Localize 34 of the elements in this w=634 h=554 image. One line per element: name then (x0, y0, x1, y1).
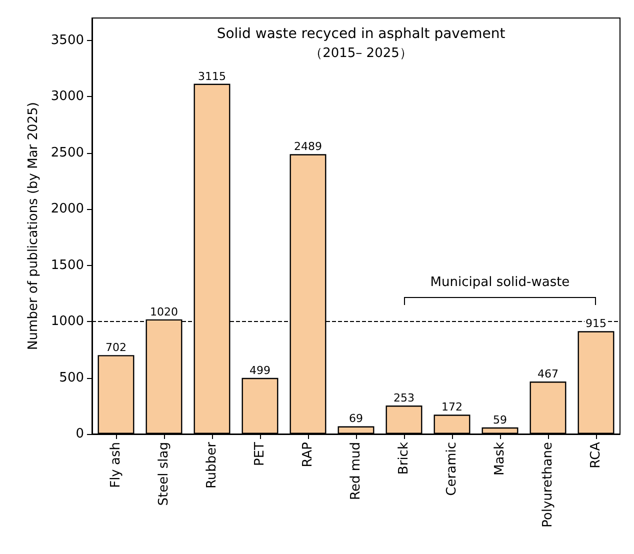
x-tick-label: Steel slag (156, 442, 172, 506)
data-label: 253 (394, 392, 414, 405)
data-label: 1020 (150, 305, 178, 318)
data-label: 499 (250, 364, 270, 377)
data-label: 2489 (294, 140, 322, 154)
x-tick-label: Brick (396, 442, 412, 475)
data-label: 172 (442, 400, 462, 414)
x-tick-label: RCA (588, 442, 604, 468)
data-label: 915 (586, 317, 606, 330)
data-label: 702 (106, 341, 126, 354)
y-tick-label: 3000 (50, 89, 84, 104)
text: （2015– 2025） (310, 46, 412, 61)
x-tick-label: Polyurethane (540, 442, 556, 528)
y-tick-label: 0 (76, 426, 84, 442)
data-label: 69 (349, 412, 363, 426)
data-label: 467 (538, 367, 558, 380)
x-tick-label: Red mud (348, 442, 364, 500)
annotation: Municipal solid-waste (429, 274, 571, 290)
y-tick-label: 2000 (50, 202, 84, 217)
y-axis-title: Number of publications (by Mar 2025) (26, 102, 41, 350)
x-tick-label: Rubber (204, 441, 220, 489)
data-label: 3115 (198, 70, 226, 83)
y-tick-label: 500 (59, 370, 84, 386)
x-tick-label: Fly ash (108, 442, 124, 488)
y-tick-label: 2500 (50, 145, 84, 160)
x-tick-label: RAP (300, 442, 316, 468)
x-tick-label: PET (252, 442, 268, 466)
y-tick-label: 1500 (50, 258, 84, 273)
y-tick-label: 3500 (50, 32, 84, 48)
y-tick-label: 1000 (50, 314, 84, 330)
x-tick-label: Mask (492, 442, 508, 476)
x-tick-label: Ceramic (444, 442, 460, 496)
text: Solid waste recyced in asphalt pavement (216, 26, 506, 42)
data-label: 59 (493, 413, 507, 426)
